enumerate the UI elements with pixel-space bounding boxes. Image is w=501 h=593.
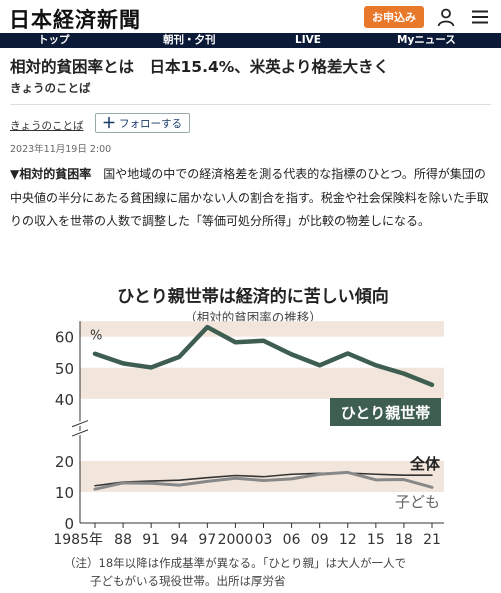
y-unit-label: % (90, 329, 102, 344)
nav-top[interactable]: トップ (38, 34, 70, 46)
chart-bands (80, 321, 444, 492)
y-tick-label: 10 (55, 484, 74, 502)
series-line-2 (94, 472, 433, 487)
y-tick-label: 60 (55, 329, 74, 347)
y-tick-label: 40 (55, 391, 74, 409)
chart-lines (92, 324, 435, 491)
chart-note-line: （注）18年以降は作成基準が異なる。「ひとり親」は大人が一人で (64, 556, 406, 570)
follow-label: フォローする (119, 117, 182, 130)
x-tick-label: 2000 (218, 532, 254, 548)
x-tick-label: 15 (367, 532, 385, 548)
plus-icon: ＋ (102, 116, 116, 132)
nav-my-news[interactable]: Myニュース (397, 34, 456, 46)
x-tick-label: 94 (170, 532, 188, 548)
chart-title: ひとり親世帯は経済的に苦しい傾向 (117, 286, 389, 307)
series-name: きょうのことば (10, 81, 91, 95)
subscribe-button[interactable]: お申込み (364, 6, 424, 28)
x-tick-label: 21 (423, 532, 441, 548)
header-divider (10, 104, 491, 105)
user-icon[interactable] (436, 7, 456, 27)
main-nav: トップ 朝刊・夕刊 LIVE Myニュース (0, 33, 501, 48)
poverty-rate-chart: ひとり親世帯は経済的に苦しい傾向 （相対的貧困率の推移） 01020405060… (53, 286, 444, 588)
children-label: 子ども (395, 493, 440, 511)
article-body: ▼相対的貧困率 国や地域の中での経済格差を測る代表的な指標のひとつ。所得が集団の… (10, 163, 494, 234)
x-tick-label: 06 (283, 532, 301, 548)
category-link[interactable]: きょうのことば (10, 120, 84, 132)
chart-note-line: 子どもがいる現役世帯。出所は厚労省 (90, 574, 286, 588)
nav-newspaper[interactable]: 朝刊・夕刊 (163, 34, 216, 46)
single-parent-label-box (330, 398, 441, 426)
hamburger-menu-icon[interactable] (470, 7, 490, 27)
y-tick-label: 20 (55, 453, 74, 471)
article-headline: 相対的貧困率とは 日本15.4%、米英より格差大きく (10, 58, 389, 76)
x-tick-label: 88 (114, 532, 132, 548)
band-2 (80, 321, 444, 337)
axis-break-mark (71, 420, 89, 437)
term-heading: ▼相対的貧困率 (10, 167, 92, 181)
x-tick-label: 1985年 (53, 532, 103, 548)
nav-live[interactable]: LIVE (295, 34, 321, 46)
x-tick-label: 09 (311, 532, 329, 548)
chart-note: （注）18年以降は作成基準が異なる。「ひとり親」は大人が一人で子どもがいる現役世… (64, 556, 406, 588)
overall-label: 全体 (409, 455, 441, 473)
y-tick-label: 50 (55, 360, 74, 378)
x-tick-label: 97 (198, 532, 216, 548)
x-axis: 1985年 88 91 94 97 2000 03 06 09 12 15 18 21 (53, 522, 444, 548)
site-logo[interactable]: 日本経済新聞 (9, 7, 141, 32)
publish-date: 2023年11月19日 2:00 (10, 144, 112, 155)
site-header: 日本経済新聞 お申込み (0, 0, 501, 33)
series-line-1 (92, 324, 435, 388)
y-axis: 0 10 20 40 50 60% (55, 321, 102, 533)
follow-button[interactable]: ＋ フォローする (95, 113, 190, 133)
body-paragraph: 国や地域の中での経済格差を測る代表的な指標のひとつ。所得が集団の中央値の半分にあ… (10, 167, 489, 228)
x-tick-label: 12 (339, 532, 357, 548)
x-tick-label: 91 (142, 532, 160, 548)
single-parent-label: ひとり親世帯 (341, 404, 431, 422)
x-tick-label: 18 (395, 532, 413, 548)
series-line-3 (93, 470, 434, 491)
y-tick-label: 0 (64, 515, 74, 533)
band-1 (80, 367, 444, 399)
x-tick-label: 03 (255, 532, 273, 548)
